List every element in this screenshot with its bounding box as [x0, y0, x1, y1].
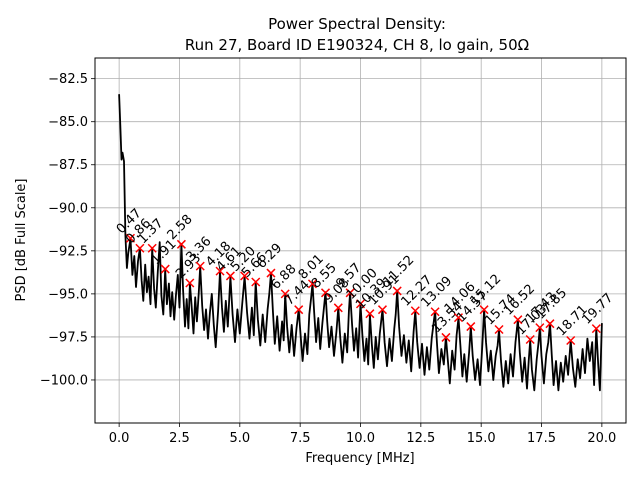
peak-marker-stroke	[410, 306, 420, 316]
x-axis: 0.0 2.5 5.0 7.5 10.0 12.5 15.0 17.5 20.0	[109, 423, 616, 446]
peak-marker	[441, 332, 451, 342]
peak-marker	[453, 313, 464, 323]
psd-line	[118, 94, 603, 392]
peak-marker-stroke	[225, 271, 235, 281]
peak-marker-stroke	[430, 307, 440, 317]
peak-marker-stroke	[320, 288, 331, 298]
x-tick-label: 10.0	[346, 431, 375, 446]
peak-marker-stroke	[176, 239, 186, 249]
y-axis-label: PSD [dB Full Scale]	[14, 178, 29, 301]
y-tick-label: −95.0	[48, 287, 88, 302]
peak-marker-stroke	[525, 334, 535, 345]
peak-marker	[251, 277, 261, 287]
peak-marker-stroke	[479, 305, 489, 315]
peak-marker-stroke	[280, 289, 290, 299]
x-tick-label: 7.5	[290, 431, 311, 446]
chart-subtitle: Run 27, Board ID E190324, CH 8, lo gain,…	[185, 36, 529, 54]
peak-marker	[377, 305, 387, 315]
x-axis-label: Frequency [MHz]	[305, 451, 414, 466]
peak-marker-stroke	[160, 264, 170, 274]
peak-marker	[591, 324, 601, 334]
peak-marker	[185, 278, 195, 288]
y-tick-label: −85.0	[48, 115, 88, 130]
peak-marker-stroke	[294, 305, 304, 315]
y-tick-label: −87.5	[48, 158, 88, 173]
peak-marker	[135, 243, 145, 253]
peak-marker	[225, 271, 235, 281]
peak-marker	[307, 279, 317, 289]
peak-marker-stroke	[535, 323, 545, 333]
peak-marker	[125, 233, 136, 243]
peak-marker	[466, 322, 476, 332]
y-axis: −82.5 −85.0 −87.5 −90.0 −92.5 −95.0 −97.5 −100.…	[40, 72, 95, 388]
peak-marker	[333, 303, 343, 313]
peak-marker	[355, 299, 366, 309]
peak-marker	[430, 307, 440, 317]
y-tick-label: −92.5	[48, 244, 88, 259]
peak-marker-stroke	[545, 319, 555, 329]
peak-marker	[266, 268, 276, 278]
peak-marker	[410, 306, 420, 316]
peak-marker	[566, 336, 576, 346]
peak-marker-stroke	[365, 309, 375, 319]
grid-lines	[95, 58, 626, 423]
peak-marker	[215, 266, 225, 276]
x-tick-label: 5.0	[229, 431, 250, 446]
peak-marker	[195, 261, 205, 271]
peak-marker-stroke	[185, 278, 195, 288]
peak-marker-stroke	[333, 303, 343, 313]
peak-marker	[294, 305, 304, 315]
peak-marker-stroke	[591, 324, 601, 334]
x-tick-label: 20.0	[587, 431, 616, 446]
y-tick-label: −90.0	[48, 201, 88, 216]
peak-marker-stroke	[147, 243, 157, 253]
peak-marker	[320, 288, 331, 298]
peak-marker-stroke	[345, 288, 355, 298]
peak-marker-stroke	[392, 286, 402, 296]
peak-marker	[240, 271, 250, 281]
peak-marker-stroke	[251, 277, 261, 287]
peak-marker-stroke	[466, 322, 476, 332]
peak-marker-stroke	[240, 271, 250, 281]
peak-marker	[280, 289, 290, 299]
peak-marker-stroke	[494, 324, 504, 335]
x-tick-label: 17.5	[527, 431, 556, 446]
peak-marker	[176, 239, 186, 249]
chart-title: Power Spectral Density:	[268, 15, 446, 33]
peak-marker-stroke	[266, 268, 276, 278]
peak-marker-stroke	[195, 261, 205, 271]
x-tick-label: 2.5	[169, 431, 190, 446]
peak-marker	[345, 288, 355, 298]
peak-marker-stroke	[135, 243, 145, 253]
peak-marker	[545, 319, 555, 329]
peak-marker	[160, 264, 170, 274]
peak-marker	[392, 286, 402, 296]
peak-marker-stroke	[441, 332, 451, 342]
peak-marker	[513, 315, 523, 325]
x-tick-label: 0.0	[109, 431, 130, 446]
peak-marker	[525, 334, 535, 345]
peak-marker-stroke	[355, 299, 366, 309]
peak-marker	[494, 324, 504, 335]
peak-marker-stroke	[566, 336, 576, 346]
peak-marker	[365, 309, 375, 319]
peak-marker-stroke	[125, 233, 136, 243]
x-tick-label: 15.0	[467, 431, 496, 446]
y-tick-label: −97.5	[48, 330, 88, 345]
y-tick-label: −82.5	[48, 72, 88, 87]
peak-marker	[479, 305, 489, 315]
peak-marker	[535, 323, 545, 333]
peak-marker	[147, 243, 157, 253]
peak-marker-stroke	[377, 305, 387, 315]
peak-marker-stroke	[307, 279, 317, 289]
peak-marker-stroke	[215, 266, 225, 276]
peak-marker-stroke	[453, 313, 464, 323]
plot-area: 0.470.861.371.912.582.933.364.184.615.20…	[114, 94, 616, 392]
x-tick-label: 12.5	[406, 431, 435, 446]
y-tick-label: −100.0	[40, 373, 88, 388]
peak-marker-stroke	[513, 315, 523, 325]
